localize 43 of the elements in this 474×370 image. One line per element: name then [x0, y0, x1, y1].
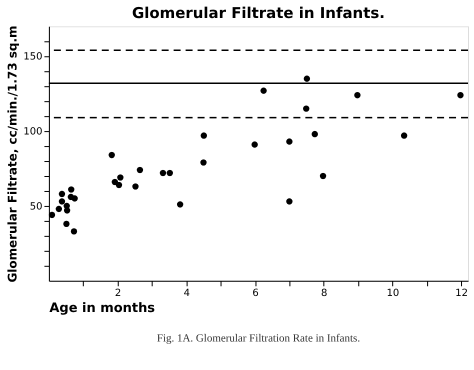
point	[354, 92, 361, 98]
point	[252, 141, 258, 148]
caption: Fig. 1A. Glomerular Filtration Rate in Infants.	[156, 332, 360, 345]
point	[200, 132, 207, 139]
point	[286, 138, 293, 145]
y-tick-label: 100	[23, 126, 42, 138]
point	[200, 159, 207, 166]
x-tick-label: 12	[455, 288, 468, 300]
point	[68, 186, 74, 193]
point	[48, 212, 56, 218]
y-tick-label: 50	[30, 201, 42, 212]
point	[70, 228, 78, 235]
point	[56, 206, 62, 212]
point	[116, 182, 122, 188]
point	[117, 174, 124, 181]
x-tick-label: 6	[252, 288, 259, 300]
point	[64, 207, 70, 214]
point	[63, 220, 70, 228]
point	[457, 92, 464, 98]
y-tick-label: 150	[23, 52, 42, 63]
point	[58, 190, 66, 198]
point	[303, 105, 310, 112]
point	[304, 76, 310, 82]
chart-title: Glomerular Filtrate in Infants.	[132, 4, 385, 22]
point	[312, 130, 318, 138]
x-tick-label: 10	[386, 288, 400, 300]
point	[108, 152, 115, 158]
x-tick-label: 8	[321, 288, 328, 300]
point	[166, 170, 173, 176]
point	[72, 195, 78, 202]
point	[160, 170, 166, 176]
point	[132, 183, 139, 190]
y-axis-title: Glomerular Filtrate, cc/min./1.73 sq.m	[5, 26, 20, 283]
point	[176, 201, 184, 208]
x-tick-label: 4	[184, 288, 190, 300]
x-tick-label: 2	[114, 288, 122, 300]
point	[320, 172, 326, 180]
point	[136, 166, 144, 174]
x-axis-title: Age in months	[49, 301, 156, 316]
point	[286, 198, 293, 205]
point	[58, 198, 66, 205]
point	[400, 132, 408, 139]
point	[260, 88, 267, 94]
